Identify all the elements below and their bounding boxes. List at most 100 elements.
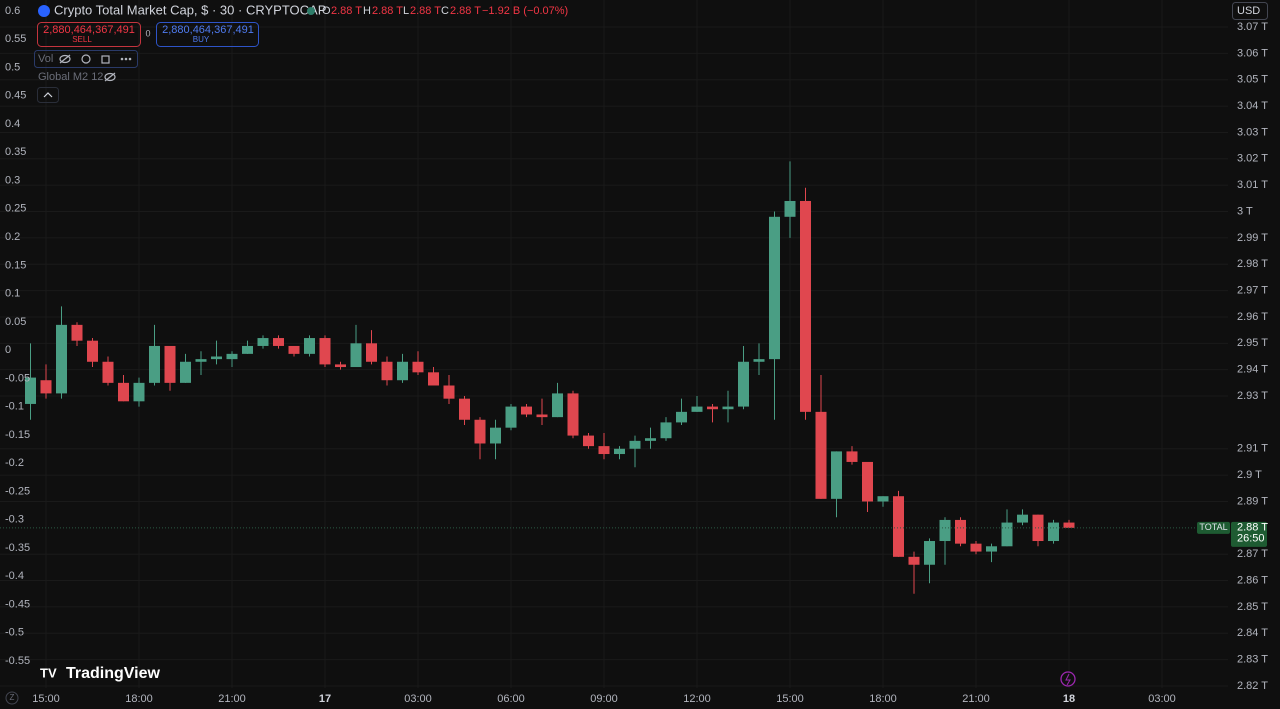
currency-box[interactable] <box>1232 2 1268 20</box>
y2-tick-label: -0.05 <box>5 372 30 384</box>
candle-body <box>831 451 842 499</box>
y-tick-label: 2.83 T <box>1237 654 1268 666</box>
chart-title[interactable]: Crypto Total Market Cap, $ · 30 · CRYPTO… <box>54 2 326 17</box>
y-tick-label: 2.98 T <box>1237 258 1268 270</box>
y2-tick-label: 0.6 <box>5 5 20 17</box>
z-button-ring[interactable] <box>5 691 19 705</box>
y-tick-label: 2.91 T <box>1237 443 1268 455</box>
candle-body <box>428 372 439 386</box>
candle-body <box>769 216 780 360</box>
m2-eye-icon[interactable] <box>104 72 116 82</box>
candle-body <box>629 440 641 449</box>
ohlc-label: C <box>441 5 449 17</box>
y-tick-label: 2.87 T <box>1237 548 1268 560</box>
y2-tick-label: -0.45 <box>5 598 30 610</box>
candles <box>25 161 1075 594</box>
ohlc-label: L <box>403 5 409 17</box>
y2-tick-label: 0.35 <box>5 146 26 158</box>
currency: USD <box>1237 5 1260 17</box>
z-button: Z <box>10 693 15 702</box>
candle-body <box>490 427 501 444</box>
x-tick-label: 09:00 <box>590 693 618 705</box>
candle-body <box>1001 522 1013 547</box>
candle-body <box>970 543 982 552</box>
candle-body <box>459 398 470 420</box>
m2-label[interactable]: Global M2 12 <box>38 71 103 83</box>
y2-tick-label: -0.5 <box>5 627 24 639</box>
y-tick-label: 2.85 T <box>1237 601 1268 613</box>
candle-body <box>784 200 796 217</box>
y2-tick-label: 0.5 <box>5 61 20 73</box>
candle-body <box>1048 522 1059 542</box>
candle-body <box>226 353 238 360</box>
y-tick-label: 3.05 T <box>1237 74 1268 86</box>
candle-body <box>443 385 455 399</box>
y-tick-label: 3.07 T <box>1237 21 1268 33</box>
candle-body <box>474 419 486 444</box>
y-tick-label: 2.82 T <box>1237 680 1268 692</box>
y-tick-label: 3 T <box>1237 205 1253 217</box>
y-tick-label: 2.93 T <box>1237 390 1268 402</box>
x-tick-label: 03:00 <box>404 693 432 705</box>
candle-body <box>552 393 563 418</box>
candle-body <box>924 541 935 565</box>
buy-label: BUY <box>193 35 210 44</box>
sell-price: 2,880,464,367,491 <box>43 24 135 36</box>
sell-label: SELL <box>72 35 92 44</box>
candle-body <box>273 338 284 346</box>
more-icon[interactable] <box>120 57 132 61</box>
lightning-button[interactable] <box>1060 671 1076 687</box>
candle-body <box>118 382 129 402</box>
candle-body <box>304 338 315 354</box>
vol-icons <box>59 54 110 64</box>
y-tick-label: 2.99 T <box>1237 232 1268 244</box>
symbol-tag-label: TOTAL <box>1199 522 1227 532</box>
candle-body <box>56 324 67 394</box>
candle-body <box>614 448 625 455</box>
candle-body <box>1017 514 1028 523</box>
settings-icon[interactable] <box>81 54 91 64</box>
y2-tick-label: 0.25 <box>5 203 26 215</box>
change: −1.92 B (−0.07%) <box>482 5 568 17</box>
candle-body <box>583 435 594 447</box>
y-tick-label: 3.01 T <box>1237 179 1268 191</box>
buy-button[interactable] <box>156 22 259 47</box>
eye-icon[interactable] <box>59 54 71 64</box>
candle-body <box>893 496 904 557</box>
candle-body <box>908 556 920 565</box>
y2-tick-label: -0.3 <box>5 514 24 526</box>
y-tick-label: 3.04 T <box>1237 100 1268 112</box>
y-tick-label: 2.9 T <box>1237 469 1262 481</box>
candle-body <box>955 519 966 544</box>
delete-icon[interactable] <box>101 55 110 64</box>
candle-body <box>536 414 548 418</box>
y-tick-label: 2.96 T <box>1237 311 1268 323</box>
candle-body <box>505 406 517 428</box>
y2-tick-label: -0.25 <box>5 485 30 497</box>
y2-tick-label: -0.4 <box>5 570 24 582</box>
vol-label[interactable]: Vol <box>38 53 53 65</box>
candle-body <box>753 359 765 362</box>
x-tick-label: 12:00 <box>683 693 711 705</box>
candle-body <box>366 343 377 362</box>
x-tick-label: 17 <box>319 693 331 705</box>
y-tick-label: 3.06 T <box>1237 47 1268 59</box>
y-tick-label: 2.89 T <box>1237 495 1268 507</box>
candle-body <box>149 345 160 383</box>
x-tick-label: 06:00 <box>497 693 525 705</box>
candle-body <box>815 411 827 499</box>
ohlc-label: H <box>363 5 371 17</box>
y2-tick-label: -0.1 <box>5 401 24 413</box>
sell-button[interactable] <box>37 22 141 47</box>
price-tag-label: 2.88 T <box>1237 522 1268 534</box>
candle-body <box>397 361 408 381</box>
candle-body <box>195 359 207 362</box>
candle-body <box>25 377 36 404</box>
candle-body <box>722 406 734 410</box>
x-tick-label: 21:00 <box>962 693 990 705</box>
collapse-button[interactable] <box>37 87 59 103</box>
candle-body <box>800 200 811 412</box>
